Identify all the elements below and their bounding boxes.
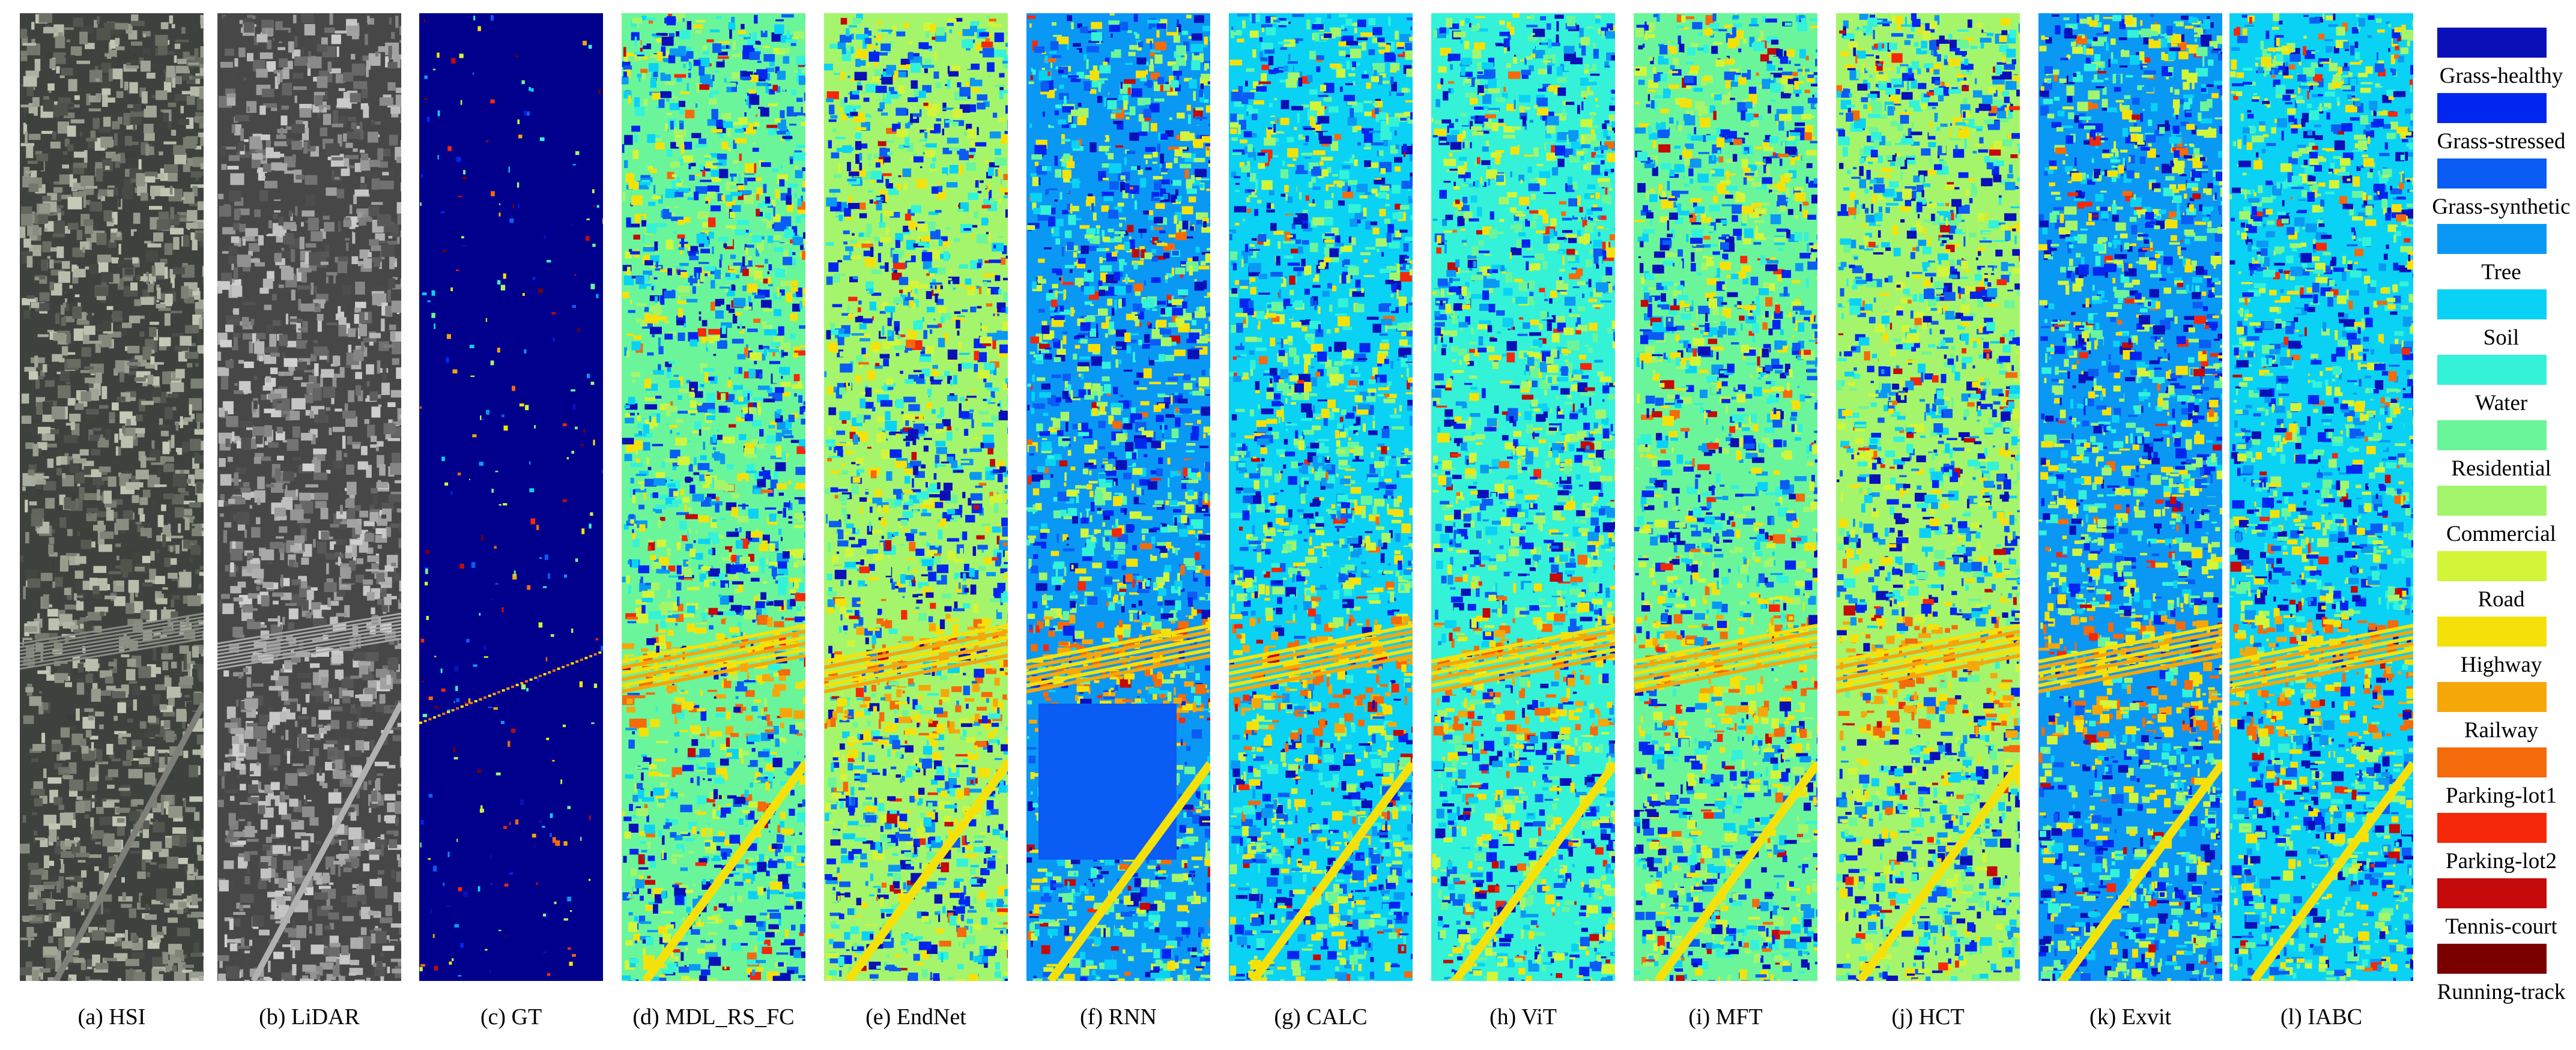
caption-gt: (c) GT: [412, 1004, 610, 1030]
swatch-grass-healthy: [2437, 28, 2547, 58]
iabc-map: [2229, 13, 2413, 981]
vit-map: [1431, 13, 1615, 981]
hsi-image: [20, 13, 204, 981]
calc-map: [1229, 13, 1413, 981]
calc-panel: [1229, 13, 1413, 981]
ground-truth-map: [419, 13, 603, 981]
label-grass-stressed: Grass-stressed: [2426, 128, 2576, 154]
lidar-image-panel: [217, 13, 401, 981]
label-highway: Highway: [2426, 652, 2576, 678]
caption-rnn: (f) RNN: [1019, 1004, 1217, 1030]
caption-mft: (i) MFT: [1626, 1004, 1825, 1030]
caption-mdl-rs-fc: (d) MDL_RS_FC: [614, 1004, 813, 1030]
hct-map: [1836, 13, 2020, 981]
caption-calc: (g) CALC: [1222, 1004, 1420, 1030]
label-commercial: Commercial: [2426, 521, 2576, 547]
swatch-running-track: [2437, 944, 2547, 974]
exvit-map: [2038, 13, 2222, 981]
label-parking-lot2: Parking-lot2: [2426, 848, 2576, 874]
exvit-panel: [2038, 13, 2222, 981]
endnet-map: [824, 13, 1008, 981]
caption-hsi: (a) HSI: [13, 1004, 211, 1030]
label-tree: Tree: [2426, 259, 2576, 285]
label-running-track: Running-track: [2426, 979, 2576, 1005]
mdl-rs-fc-panel: [622, 13, 805, 981]
mft-map: [1634, 13, 1817, 981]
label-water: Water: [2426, 390, 2576, 416]
label-parking-lot1: Parking-lot1: [2426, 783, 2576, 809]
mdl-rs-fc-map: [622, 13, 805, 981]
swatch-soil: [2437, 289, 2547, 319]
vit-panel: [1431, 13, 1615, 981]
iabc-panel: [2229, 13, 2413, 981]
hct-panel: [1836, 13, 2020, 981]
label-soil: Soil: [2426, 325, 2576, 351]
caption-hct: (j) HCT: [1829, 1004, 2027, 1030]
swatch-parking-lot1: [2437, 747, 2547, 777]
swatch-tree: [2437, 224, 2547, 254]
swatch-residential: [2437, 420, 2547, 450]
endnet-panel: [824, 13, 1008, 981]
caption-iabc: (l) IABC: [2222, 1004, 2420, 1030]
label-railway: Railway: [2426, 717, 2576, 743]
caption-endnet: (e) EndNet: [817, 1004, 1015, 1030]
lidar-image: [217, 13, 401, 981]
label-grass-synthetic: Grass-synthetic: [2426, 194, 2576, 220]
swatch-grass-synthetic: [2437, 158, 2547, 189]
ground-truth-panel: [419, 13, 603, 981]
rnn-panel: [1026, 13, 1210, 981]
swatch-water: [2437, 355, 2547, 385]
label-tennis-court: Tennis-court: [2426, 914, 2576, 940]
swatch-commercial: [2437, 486, 2547, 516]
caption-vit: (h) ViT: [1424, 1004, 1622, 1030]
label-grass-healthy: Grass-healthy: [2426, 63, 2576, 89]
swatch-grass-stressed: [2437, 93, 2547, 123]
hsi-image-panel: [20, 13, 204, 981]
swatch-railway: [2437, 682, 2547, 712]
rnn-map: [1026, 13, 1210, 981]
swatch-tennis-court: [2437, 878, 2547, 908]
swatch-highway: [2437, 617, 2547, 647]
mft-panel: [1634, 13, 1817, 981]
label-road: Road: [2426, 587, 2576, 612]
swatch-parking-lot2: [2437, 813, 2547, 843]
class-legend: Grass-healthy Grass-stressed Grass-synth…: [2426, 0, 2576, 1050]
label-residential: Residential: [2426, 456, 2576, 481]
caption-lidar: (b) LiDAR: [210, 1004, 408, 1030]
swatch-road: [2437, 551, 2547, 581]
caption-exvit: (k) Exvit: [2031, 1004, 2229, 1030]
